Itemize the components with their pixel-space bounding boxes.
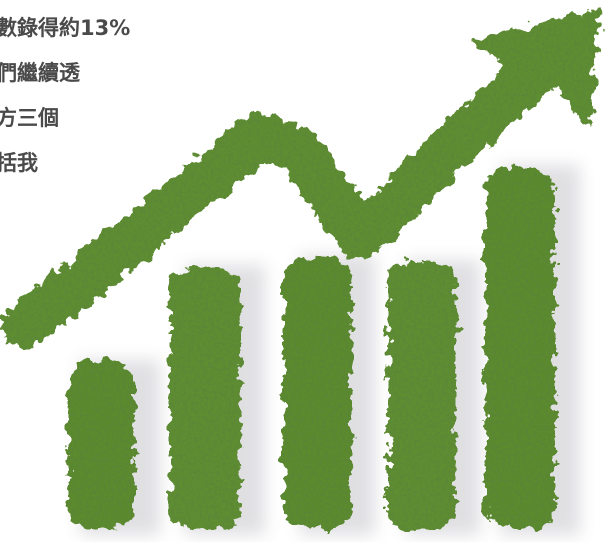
text-line: 數錄得約13% (0, 16, 131, 40)
tree-arrow (2, 8, 600, 348)
tree-bar (388, 262, 456, 528)
arrow-head (470, 8, 600, 130)
article-text: 數錄得約13% 們繼續透 方三個 括我 (0, 6, 130, 186)
arrow-line (2, 27, 583, 348)
tree-bar (68, 362, 134, 528)
tree-bars (68, 168, 555, 528)
text-line: 括我 (0, 151, 38, 175)
text-line: 方三個 (0, 106, 59, 130)
tree-bar (283, 258, 351, 528)
text-line: 們繼續透 (0, 61, 80, 85)
tree-bar (170, 268, 240, 528)
tree-bar (485, 168, 555, 528)
